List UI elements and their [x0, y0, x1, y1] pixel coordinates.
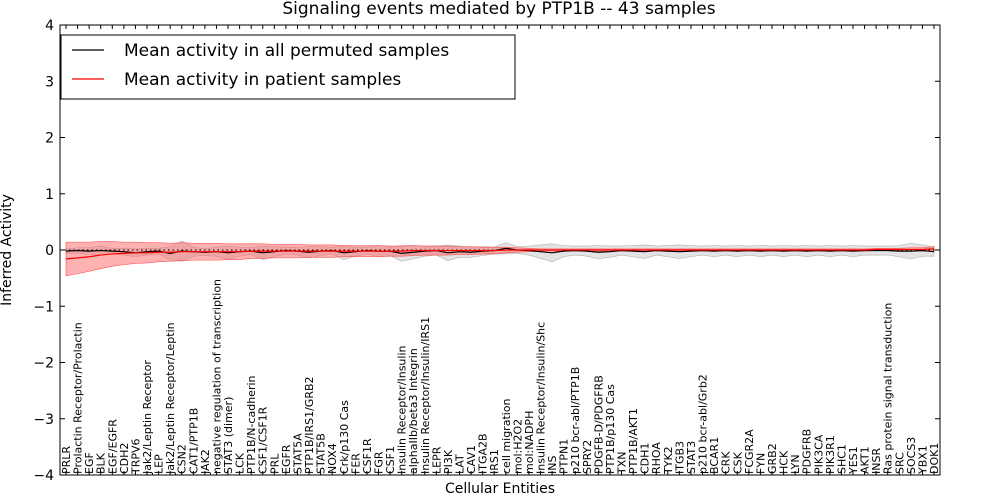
legend-box: [60, 34, 516, 100]
xtick-label: mol:NADPH: [523, 411, 536, 474]
xtick-label: STAT3: [685, 441, 698, 474]
xtick-label: NOX4: [326, 443, 339, 474]
xtick-label: FGR: [372, 451, 385, 474]
ytick-label: −3: [33, 412, 54, 428]
xtick-label: PRLR: [60, 446, 73, 474]
xtick-label: EGF/EGFR: [106, 419, 119, 474]
ytick-label: 4: [45, 18, 54, 34]
xtick-label: CSN2: [176, 444, 189, 474]
xtick-label: FCGR2A: [743, 429, 756, 474]
legend: Mean activity in all permuted samples Me…: [60, 34, 516, 100]
xtick-label: CSF1: [384, 446, 397, 474]
xtick-label: CSK: [731, 451, 744, 474]
xtick-label: PTP1B/N-cadherin: [245, 375, 258, 474]
xtick-label: HCK: [778, 450, 791, 474]
xtick-label: BLK: [95, 452, 108, 474]
xtick-label: STAT5B: [315, 433, 328, 474]
legend-label-permuted: Mean activity in all permuted samples: [124, 41, 449, 61]
xtick-label: p210 bcr-abl/PTP1B: [569, 367, 582, 474]
ytick-label: −1: [33, 299, 54, 315]
xtick-label: PTP1B/AKT1: [627, 408, 640, 474]
xtick-label: CSF1R: [361, 438, 374, 474]
xtick-label: DOK1: [928, 443, 941, 474]
xtick-label: Jak2/Leptin Receptor: [141, 360, 154, 475]
xtick-label: PTPN1: [558, 439, 571, 474]
ytick-label: −4: [33, 468, 54, 484]
xtick-label: mol:H2O2: [511, 419, 524, 474]
xtick-label: LYN: [789, 454, 802, 474]
y-axis: 4 3 2 1 0 −1 −2 −3 −4: [33, 18, 940, 484]
ytick-label: 0: [45, 243, 54, 259]
xtick-label: SOCS3: [905, 437, 918, 474]
xtick-label: CDH2: [118, 443, 131, 474]
xtick-label: Crk/p130 Cas: [338, 400, 351, 474]
xtick-label: cell migration: [500, 398, 513, 474]
xtick-label: Prolactin Receptor/Prolactin: [72, 322, 85, 474]
confidence-bands: [65, 240, 935, 277]
xtick-label: INSR: [870, 448, 883, 474]
xtick-label: Insulin Receptor/Insulin/Shc: [535, 322, 548, 474]
xtick-label: SPRY2: [581, 440, 594, 474]
xtick-label: CSF1/CSF1R: [257, 406, 270, 474]
xtick-label: SRC: [893, 452, 906, 474]
xtick-label: EGF: [83, 452, 96, 474]
xtick-label: PDGFB-D/PDGFRB: [592, 375, 605, 474]
xtick-label: INS: [546, 456, 559, 474]
xtick-label: alphaIIb/beta3 Integrin: [407, 348, 420, 474]
xtick-label: ITGA2B: [477, 433, 490, 474]
xtick-label: LAT: [453, 454, 466, 474]
y-axis-label: Inferred Activity: [0, 194, 15, 306]
xtick-label: PI3K: [442, 449, 455, 474]
xtick-label: BCAR1: [708, 437, 721, 474]
ytick-label: 2: [45, 131, 54, 147]
xtick-label: Insulin Receptor/Insulin/IRS1: [419, 317, 432, 474]
series-lines: [65, 247, 935, 260]
xtick-label: p210 bcr-abl/Grb2: [697, 374, 710, 474]
ytick-label: 1: [45, 187, 54, 203]
x-axis-label: Cellular Entities: [445, 481, 555, 497]
xtick-label: PTP1B/p130 Cas: [604, 384, 617, 474]
xtick-label: PIK3CA: [812, 434, 825, 474]
xtick-label: AKT1: [859, 446, 872, 474]
xtick-label: PDGFRB: [801, 429, 814, 474]
xtick-label: Ras protein signal transduction: [882, 303, 895, 474]
xtick-label: RHOA: [650, 442, 663, 474]
line-patient: [65, 248, 935, 260]
xtick-label: STAT5A: [291, 433, 304, 474]
xtick-label: Insulin Receptor/Insulin: [396, 345, 409, 474]
legend-label-patient: Mean activity in patient samples: [124, 70, 401, 90]
xtick-label: EGFR: [280, 444, 293, 474]
chart-title: Signaling events mediated by PTP1B -- 43…: [282, 0, 715, 19]
ytick-label: 3: [45, 74, 54, 90]
xtick-label: YES1: [847, 446, 860, 475]
xtick-label: JAK2: [199, 449, 212, 475]
xtick-label: CRK: [720, 451, 733, 474]
xtick-label: CAT1/PTP1B: [187, 408, 200, 474]
xtick-label: GRB2: [766, 443, 779, 474]
xtick-label: IRS1: [488, 449, 501, 474]
xtick-label: TYK2: [662, 446, 675, 475]
xtick-label: STAT3 (dimer): [222, 397, 235, 474]
xtick-label: TRPV6: [129, 438, 142, 475]
xtick-label: LEPR: [430, 446, 443, 474]
xtick-label: ITGB3: [673, 441, 686, 474]
xtick-label: FYN: [754, 453, 767, 474]
xtick-label: PIK3R1: [824, 435, 837, 474]
xtick-label: FER: [349, 453, 362, 474]
xtick-label: PTP1B/IRS1/GRB2: [303, 376, 316, 474]
xtick-label: CAV1: [465, 445, 478, 474]
xtick-label: CDH1: [639, 443, 652, 474]
xtick-label: negative regulation of transcription: [210, 279, 223, 474]
ytick-label: −2: [33, 356, 54, 372]
xtick-label: PRL: [268, 453, 281, 474]
xtick-label: TXN: [616, 452, 629, 475]
xtick-label: Jak2/Leptin Receptor/Leptin: [164, 322, 177, 475]
xtick-label: YBX1: [916, 445, 929, 475]
xtick-label: LEP: [153, 454, 166, 474]
xtick-label: SHC1: [835, 444, 848, 474]
xtick-label: LCK: [234, 452, 247, 474]
